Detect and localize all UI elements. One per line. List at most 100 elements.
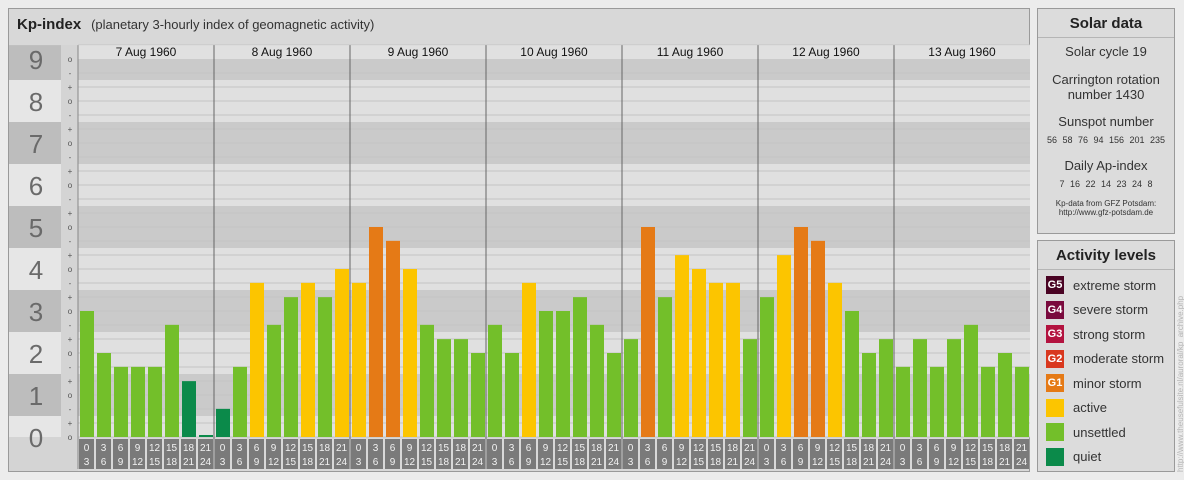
hour-start-label: 18 (183, 443, 195, 454)
ap-index-values: 7 16 22 14 23 24 8 (1059, 179, 1153, 189)
hour-box (946, 439, 961, 469)
y-axis-band (9, 290, 61, 332)
y-minor-tick-label: o (68, 307, 73, 316)
y-minor-tick-label: o (68, 349, 73, 358)
hour-start-label: 21 (608, 443, 620, 454)
hour-end-label: 18 (982, 457, 994, 468)
activity-level-swatch (1046, 447, 1064, 466)
hour-box (147, 439, 162, 469)
day-label: 13 Aug 1960 (928, 45, 996, 59)
hour-end-label: 15 (965, 457, 977, 468)
carrington-line-2: number 1430 (1067, 87, 1145, 102)
kp-bar (845, 311, 859, 437)
y-minor-tick-label: - (69, 405, 72, 414)
activity-level-label: severe storm (1073, 302, 1149, 318)
hour-end-label: 3 (492, 457, 498, 468)
hour-end-label: 24 (880, 457, 892, 468)
hour-start-label: 15 (166, 443, 178, 454)
hour-box (198, 439, 213, 469)
y-minor-tick-label: - (69, 363, 72, 372)
solar-data-panel: Solar data Solar cycle 19 Carrington rot… (1037, 8, 1175, 234)
day-header-cell (894, 45, 1030, 60)
activity-level-label: minor storm (1073, 375, 1142, 391)
kp-bar (233, 366, 247, 437)
hour-box (640, 439, 655, 469)
activity-level-swatch: G5 (1046, 276, 1064, 295)
day-label: 12 Aug 1960 (792, 45, 860, 59)
hour-start-label: 3 (237, 443, 243, 454)
hour-start-label: 21 (880, 443, 892, 454)
hour-start-label: 6 (254, 443, 260, 454)
hour-end-label: 9 (798, 457, 804, 468)
hour-start-label: 0 (492, 443, 498, 454)
kp-bar (709, 282, 723, 437)
kp-bar (930, 366, 944, 437)
y-minor-tick-label: + (68, 293, 73, 302)
y-tick-label: 7 (29, 129, 43, 159)
hour-start-label: 6 (662, 443, 668, 454)
y-tick-label: 1 (29, 381, 43, 411)
activity-level-item: G3 strong storm (1038, 322, 1174, 347)
hour-box (912, 439, 927, 469)
day-header-cell (350, 45, 486, 60)
kp-bar (369, 227, 383, 437)
y-minor-tick-label: o (68, 97, 73, 106)
hour-end-label: 12 (268, 457, 280, 468)
kp-bar (1015, 366, 1029, 437)
hour-start-label: 6 (118, 443, 124, 454)
kp-bar (794, 227, 808, 437)
kp-bar (488, 324, 502, 437)
ap-index-title: Daily Ap-index (1064, 158, 1148, 173)
hour-start-label: 15 (982, 443, 994, 454)
hour-start-label: 0 (764, 443, 770, 454)
day-header-cell (78, 45, 214, 60)
kp-bar (692, 269, 706, 437)
kp-bar (573, 297, 587, 437)
hour-end-label: 6 (645, 457, 651, 468)
hour-box (963, 439, 978, 469)
hour-box (164, 439, 179, 469)
hour-box (419, 439, 434, 469)
hour-start-label: 9 (271, 443, 277, 454)
hour-box (436, 439, 451, 469)
hour-start-label: 6 (798, 443, 804, 454)
hour-end-label: 18 (710, 457, 722, 468)
activity-level-swatch: G1 (1046, 374, 1064, 393)
hour-start-label: 12 (285, 443, 297, 454)
hour-start-label: 9 (407, 443, 413, 454)
hour-end-label: 15 (149, 457, 161, 468)
hour-box (402, 439, 417, 469)
activity-level-swatch (1046, 423, 1064, 442)
hour-end-label: 24 (336, 457, 348, 468)
kp-bar (471, 353, 485, 437)
hour-box (504, 439, 519, 469)
kp-bar (743, 339, 757, 437)
y-tick-label: 3 (29, 297, 43, 327)
hour-box (776, 439, 791, 469)
sunspot-title: Sunspot number (1058, 114, 1154, 129)
hour-end-label: 3 (220, 457, 226, 468)
watermark: http://www.theusefulsite.nl/auroral/kp_a… (1176, 295, 1184, 472)
hour-box (623, 439, 638, 469)
hour-start-label: 15 (846, 443, 858, 454)
y-minor-tick-label: o (68, 433, 73, 442)
kp-bar (624, 339, 638, 437)
hour-start-label: 15 (438, 443, 450, 454)
sunspot-values: 56 58 76 94 156 201 235 (1046, 135, 1166, 145)
kp-bar (437, 339, 451, 437)
activity-level-item: G1 minor storm (1038, 371, 1174, 396)
chart-title: Kp-index (planetary 3-hourly index of ge… (17, 16, 374, 33)
y-minor-tick-label: + (68, 125, 73, 134)
hour-box (487, 439, 502, 469)
solar-cycle: Solar cycle 19 (1065, 44, 1147, 59)
hour-start-label: 3 (101, 443, 107, 454)
y-tick-label: 0 (29, 423, 43, 453)
kp-bar (726, 282, 740, 437)
hour-start-label: 21 (744, 443, 756, 454)
hour-box (249, 439, 264, 469)
hour-end-label: 21 (591, 457, 603, 468)
hour-box (606, 439, 621, 469)
y-axis-band (9, 164, 61, 206)
hour-start-label: 12 (557, 443, 569, 454)
